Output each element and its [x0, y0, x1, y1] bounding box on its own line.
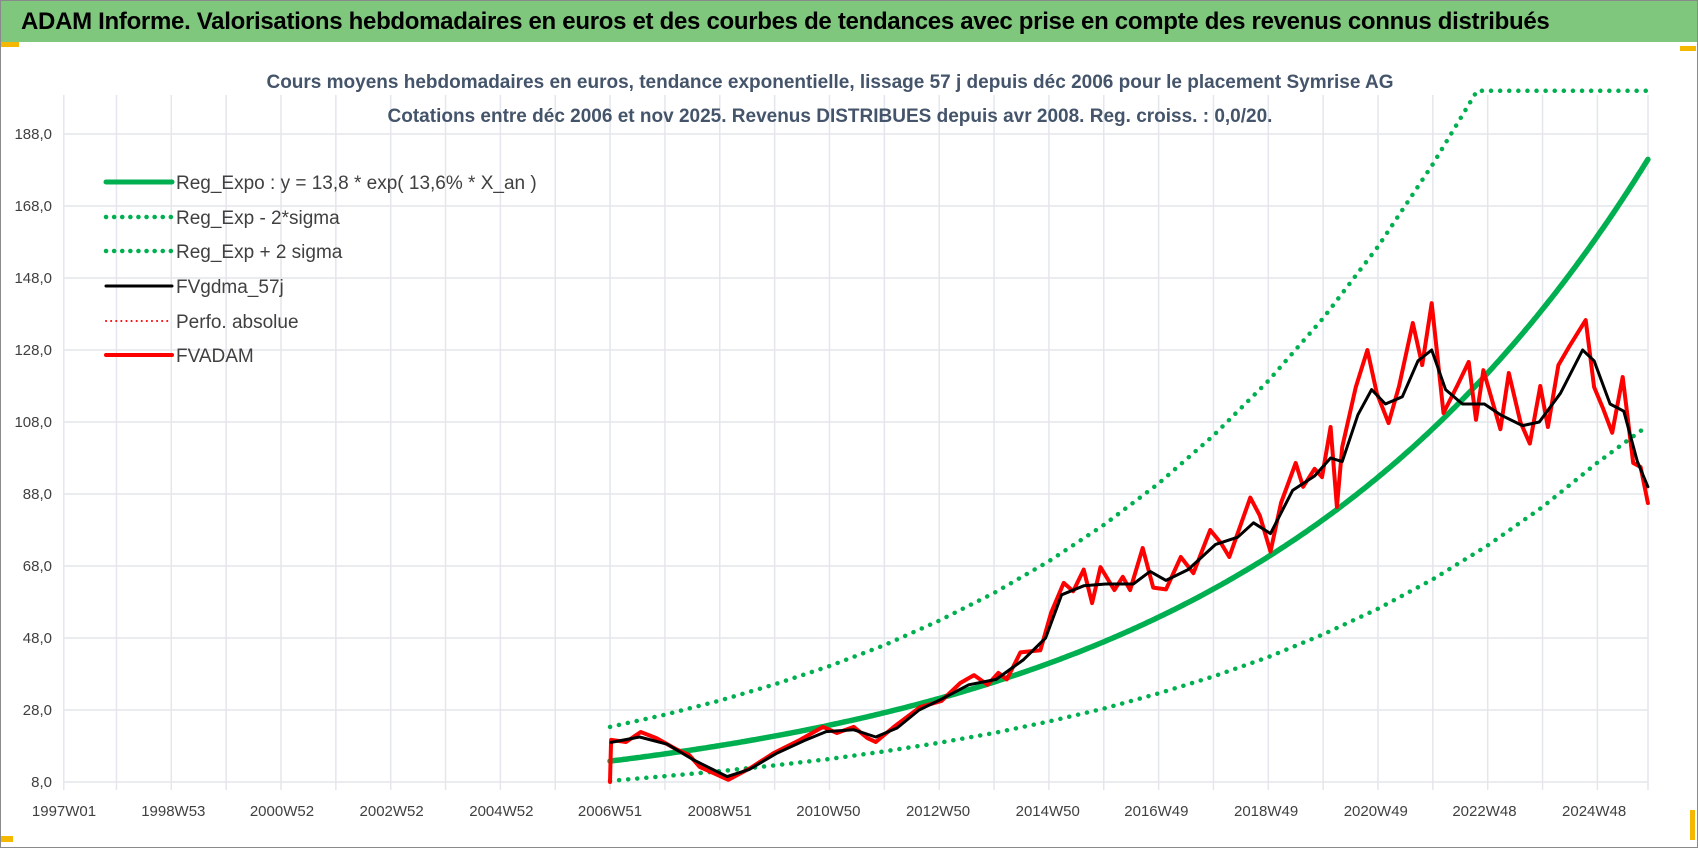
y-tick-label: 88,0	[23, 486, 52, 503]
chart-subtitle: Cotations entre déc 2006 et nov 2025. Re…	[388, 106, 1273, 127]
y-tick-label: 108,0	[14, 414, 52, 431]
selection-handle	[1, 42, 19, 47]
y-tick-label: 8,0	[31, 774, 52, 791]
y-tick-label: 68,0	[23, 558, 52, 575]
y-tick-label: 28,0	[23, 702, 52, 719]
plot-series	[607, 88, 1651, 784]
x-tick-label: 2002W52	[360, 803, 424, 820]
x-tick-label: 2020W49	[1344, 803, 1408, 820]
report-title: ADAM Informe. Valorisations hebdomadaire…	[21, 8, 1550, 35]
regression-line	[607, 156, 1651, 764]
x-tick-label: 2024W48	[1562, 803, 1626, 820]
x-tick-label: 2004W52	[469, 803, 533, 820]
x-tick-label: 1998W53	[141, 803, 205, 820]
x-tick-label: 2008W51	[688, 803, 752, 820]
fvadam-line	[608, 301, 1650, 784]
selection-handle	[1690, 810, 1695, 840]
legend-label: FVgdma_57j	[176, 277, 284, 298]
x-tick-label: 2014W50	[1016, 803, 1080, 820]
x-tick-label: 1997W01	[32, 803, 96, 820]
x-tick-label: 2010W50	[796, 803, 860, 820]
legend-label: FVADAM	[176, 346, 254, 367]
x-tick-label: 2018W49	[1234, 803, 1298, 820]
x-tick-label: 2016W49	[1124, 803, 1188, 820]
legend-label: Reg_Exp + 2 sigma	[176, 242, 343, 263]
x-tick-label: 2006W51	[578, 803, 642, 820]
legend-label: Perfo. absolue	[176, 312, 299, 333]
x-tick-label: 2022W48	[1452, 803, 1516, 820]
upper-band-line	[607, 88, 1651, 730]
x-tick-label: 2000W52	[250, 803, 314, 820]
report-header: ADAM Informe. Valorisations hebdomadaire…	[1, 1, 1697, 42]
gridlines	[63, 95, 1649, 790]
chart-title: Cours moyens hebdomadaires en euros, ten…	[266, 72, 1393, 93]
legend-label: Reg_Exp - 2*sigma	[176, 208, 340, 229]
lower-band-line	[607, 423, 1651, 784]
legend: Reg_Expo : y = 13,8 * exp( 13,6% * X_an …	[103, 173, 537, 367]
y-tick-label: 148,0	[14, 270, 52, 287]
x-tick-label: 2012W50	[906, 803, 970, 820]
y-tick-label: 48,0	[23, 630, 52, 647]
y-tick-label: 128,0	[14, 342, 52, 359]
x-axis: 1997W01 1998W53 2000W52 2002W52 2004W52 2006W…	[32, 803, 1626, 820]
selection-handle	[1, 836, 13, 842]
y-tick-label: 188,0	[14, 126, 52, 143]
y-tick-label: 168,0	[14, 198, 52, 215]
moving-average-line	[609, 348, 1650, 779]
legend-label: Reg_Expo : y = 13,8 * exp( 13,6% * X_an …	[176, 173, 537, 194]
selection-handle	[1680, 46, 1696, 51]
y-axis: 8,0 28,0 48,0 68,0 88,0 108,0 128,0 148,0 168,0 1…	[14, 126, 52, 791]
